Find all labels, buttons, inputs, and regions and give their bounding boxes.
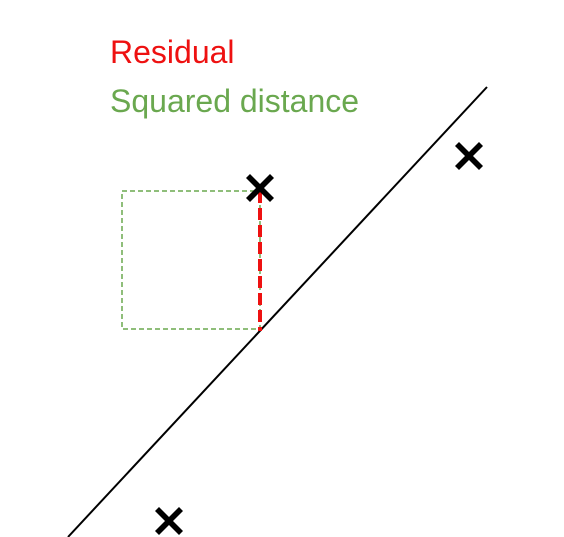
- regression-line: [67, 86, 488, 537]
- squared-distance-legend-label: Squared distance: [110, 83, 360, 119]
- squared-distance-box: [121, 190, 261, 330]
- residual-legend-label: Residual: [110, 34, 235, 70]
- data-point-x-marker: [155, 507, 183, 535]
- data-point-x-marker: [246, 174, 274, 202]
- data-point-x-marker: [455, 142, 483, 170]
